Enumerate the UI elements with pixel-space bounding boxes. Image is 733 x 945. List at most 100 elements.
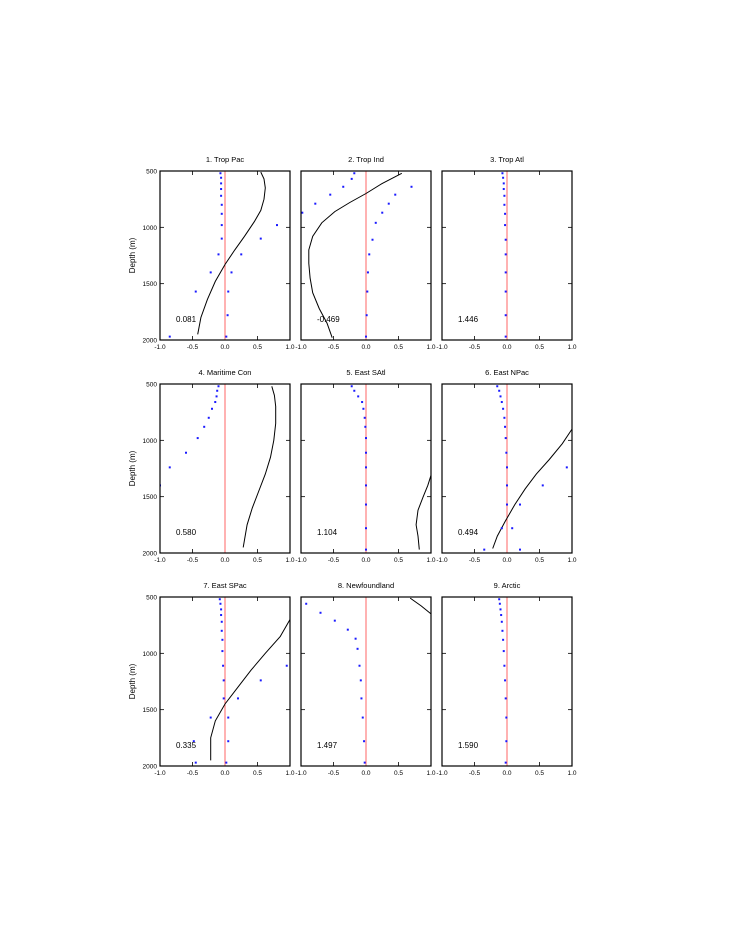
x-tick-label: 1.0 [567,557,576,564]
data-point [237,697,239,700]
data-point [483,548,486,551]
x-tick-label: 1.0 [567,770,576,777]
x-tick-label: -0.5 [328,770,340,777]
x-tick-label: 0.5 [535,557,544,564]
panel-stat: 1.446 [458,315,479,324]
y-tick-label: 1000 [143,225,158,232]
data-point [498,602,501,605]
data-point [357,395,360,398]
data-point [365,466,367,469]
panel-title: 6. East NPac [485,368,529,377]
data-point [222,697,225,700]
panel-stat: 0.580 [176,528,197,537]
data-point [499,608,502,611]
x-tick-label: 0.0 [220,557,229,564]
data-point [365,484,367,487]
x-tick-label: -1.0 [295,770,307,777]
data-point [365,503,367,506]
data-point [185,451,187,454]
y-tick-label: 500 [146,595,157,602]
panel-stat: 1.104 [317,528,338,537]
x-tick-label: -0.5 [187,557,199,564]
x-tick-label: 0.0 [502,770,511,777]
panel-frame [159,383,291,554]
panel-frame [159,170,291,341]
x-tick-label: -0.5 [187,770,199,777]
data-point [381,211,384,214]
data-point [502,407,505,410]
data-point [350,177,353,180]
panel-frame [300,170,432,341]
y-tick-label: 1500 [143,707,158,714]
data-point [220,194,223,197]
panel-5: 5. East SAtl -1.0 -0.5 0.0 0.5 1.0 1.104 [295,368,435,564]
panel-title: 9. Arctic [494,581,521,590]
data-point [541,484,544,487]
data-point [366,290,369,293]
data-point [365,314,368,317]
data-point [504,314,507,317]
data-point [215,395,218,398]
data-point [363,416,366,419]
panel-title: 7. East SPac [203,581,247,590]
x-tick-label: -0.5 [469,557,481,564]
x-tick-label: -0.5 [469,770,481,777]
data-point [342,185,345,188]
data-point [364,425,367,428]
data-point [194,290,197,293]
x-tick-label: -0.5 [328,557,340,564]
data-point [362,407,365,410]
x-tick-label: 0.5 [394,770,403,777]
data-point [220,608,223,611]
x-tick-label: -1.0 [154,557,166,564]
model-curve [242,386,277,548]
data-point [225,761,228,764]
data-point [498,389,501,392]
data-point [363,761,366,764]
data-point [329,193,332,196]
panel-3: 3. Trop Atl -1.0 -0.5 0.0 0.5 1.0 1.446 [436,155,576,351]
x-tick-label: 0.0 [220,770,229,777]
data-point [504,697,507,700]
y-axis-label: Depth (m) [128,450,137,486]
data-point [218,598,221,601]
x-tick-label: 1.0 [426,344,435,351]
data-point [240,253,243,256]
data-point [220,203,223,206]
x-tick-label: 0.5 [394,557,403,564]
panel-frame [441,596,573,767]
data-point [500,620,503,623]
data-point [226,314,229,317]
data-point [360,697,363,700]
data-point [505,451,508,454]
data-point [319,611,322,614]
x-tick-label: 1.0 [426,557,435,564]
x-tick-label: -1.0 [436,770,448,777]
data-point [220,629,223,632]
data-point [301,211,304,214]
panel-stat: 1.590 [458,741,479,750]
data-point [230,271,233,274]
data-point [504,335,507,338]
data-point [220,188,223,191]
panel-frame [159,596,291,767]
y-tick-label: 1000 [143,651,158,658]
data-point [505,740,508,743]
y-axis-label: Depth (m) [128,663,137,699]
data-point [502,650,505,653]
panel-stat: -0.469 [317,315,340,324]
panel-stat: 0.494 [458,528,479,537]
x-tick-label: 1.0 [426,770,435,777]
panel-stat: 0.081 [176,315,197,324]
data-point [499,395,502,398]
data-point [353,172,356,175]
data-point [504,437,507,440]
data-point [214,401,217,404]
data-point [501,629,504,632]
y-tick-label: 1500 [143,494,158,501]
x-tick-label: 0.5 [253,770,262,777]
data-point [365,548,367,551]
data-point [221,650,224,653]
data-point [217,253,220,256]
data-point [203,425,206,428]
